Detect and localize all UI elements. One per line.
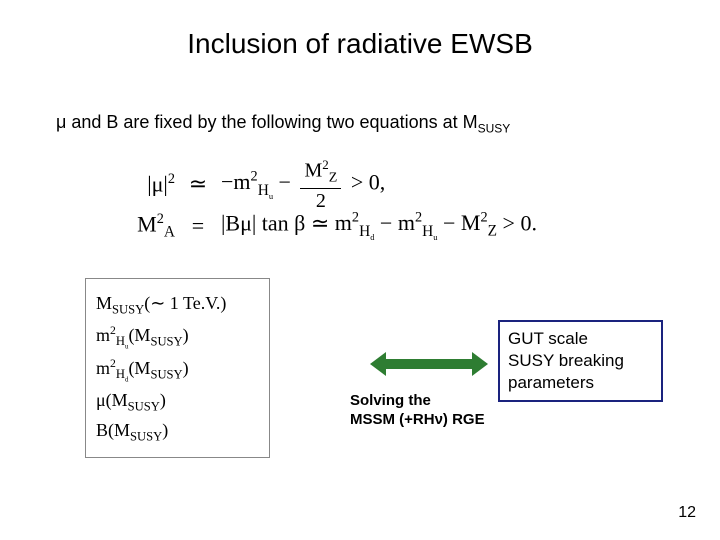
page-number: 12 (678, 504, 696, 522)
subtitle-text: μ and B are fixed by the following two e… (56, 112, 478, 132)
eq1-rhs: −m2Hu − M2Z 2 > 0, (221, 158, 385, 211)
eq1-t1-sub: Hu (258, 182, 273, 199)
r3-c: ) (183, 358, 189, 378)
eq2-t1-pref: m (335, 210, 352, 235)
eq1-t1: −m2Hu (221, 169, 279, 194)
eq1-frac-den: 2 (300, 189, 341, 211)
eq2-tail: > 0. (503, 210, 537, 235)
eq2-minus2: − (443, 210, 461, 235)
eq2-t3-sup: 2 (480, 210, 487, 226)
gut-scale-box: GUT scale SUSY breaking parameters (498, 320, 663, 402)
eq1-lhs: |μ|2 (115, 171, 175, 197)
eq2-mid: |Bμ| tan β ≃ (221, 210, 335, 235)
r2-c: ) (183, 325, 189, 345)
solving-line-2: MSSM (+RHν) RGE (350, 411, 485, 430)
slide-title: Inclusion of radiative EWSB (0, 28, 720, 60)
r5-b: ) (162, 420, 168, 440)
equation-2: M2A = |Bμ| tan β ≃ m2Hd − m2Hu − M2Z > 0… (90, 210, 537, 242)
r2-b: (M (128, 325, 150, 345)
param-row-1: MSUSY(∼ 1 Te.V.) (96, 293, 259, 318)
r1-b: (∼ 1 Te.V.) (144, 293, 226, 313)
eq2-op: = (175, 213, 221, 239)
equation-1: |μ|2 ≃ −m2Hu − M2Z 2 > 0, (115, 158, 385, 211)
eq2-t3: M2Z (461, 210, 503, 235)
r4-sub: SUSY (128, 399, 160, 413)
eq2-t1-sup: 2 (352, 210, 359, 226)
r5-a: B(M (96, 420, 130, 440)
eq2-t3-sub: Z (488, 223, 497, 240)
subtitle: μ and B are fixed by the following two e… (56, 112, 510, 136)
param-row-2: m2Hu(MSUSY) (96, 324, 259, 351)
eq2-t3-pref: M (461, 210, 481, 235)
eq2-t1: m2Hd (335, 210, 380, 235)
eq2-t2-sub-b: u (433, 232, 437, 242)
gut-line-2: SUSY breaking (508, 350, 653, 372)
eq2-lhs: M2A (90, 211, 175, 242)
eq2-t2-sub: Hu (422, 223, 437, 240)
eq1-t1-pref: −m (221, 169, 251, 194)
arrow-shaft (384, 359, 474, 369)
eq1-frac-num-sym: M (304, 160, 322, 182)
eq2-t2-pref: m (398, 210, 415, 235)
r1-sub: SUSY (112, 303, 144, 317)
gut-line-3: parameters (508, 372, 653, 394)
solving-line-1: Solving the (350, 392, 485, 411)
param-row-3: m2Hd(MSUSY) (96, 357, 259, 384)
eq2-t2-sub-a: H (422, 223, 433, 240)
eq1-lhs-base: |μ| (147, 171, 168, 196)
eq1-lhs-sup: 2 (168, 171, 175, 187)
r3-bsub: SUSY (150, 367, 182, 381)
eq1-t1-sub-b: u (269, 191, 273, 201)
gut-line-1: GUT scale (508, 328, 653, 350)
eq2-lhs-sub: A (164, 223, 175, 240)
r3-sub: Hd (116, 367, 129, 381)
solving-caption: Solving the MSSM (+RHν) RGE (350, 392, 485, 430)
r3-a: m (96, 358, 110, 378)
subtitle-sub: SUSY (478, 122, 511, 136)
eq2-minus1: − (380, 210, 398, 235)
param-row-4: μ(MSUSY) (96, 390, 259, 415)
eq2-t1-sub-b: d (370, 232, 374, 242)
eq1-frac-num-sub: Z (329, 171, 338, 186)
param-row-5: B(MSUSY) (96, 420, 259, 445)
r4-b: ) (160, 390, 166, 410)
eq1-fraction: M2Z 2 (300, 158, 341, 211)
eq2-lhs-sup: 2 (157, 211, 164, 227)
eq2-t2: m2Hu (398, 210, 443, 235)
r3-b: (M (128, 358, 150, 378)
r2-a: m (96, 325, 110, 345)
arrow-head-right-icon (472, 352, 488, 376)
r2-sub: Hu (116, 334, 129, 348)
eq2-lhs-sym: M (137, 211, 157, 236)
eq2-rhs: |Bμ| tan β ≃ m2Hd − m2Hu − M2Z > 0. (221, 210, 537, 242)
eq1-t1-sub-a: H (258, 182, 269, 199)
r2-bsub: SUSY (150, 334, 182, 348)
eq1-op: ≃ (175, 171, 221, 197)
r4-a: μ(M (96, 390, 128, 410)
eq1-t1-sup: 2 (251, 169, 258, 185)
r2-sub-a: H (116, 334, 125, 348)
eq2-t1-sub-a: H (359, 223, 370, 240)
eq1-frac-num: M2Z (300, 158, 341, 189)
eq2-t1-sub: Hd (359, 223, 374, 240)
eq1-minus: − (279, 169, 297, 194)
r5-sub: SUSY (130, 430, 162, 444)
parameter-box: MSUSY(∼ 1 Te.V.) m2Hu(MSUSY) m2Hd(MSUSY)… (85, 278, 270, 458)
eq1-tail: > 0, (351, 169, 385, 194)
r1-a: M (96, 293, 112, 313)
r3-sub-a: H (116, 367, 125, 381)
